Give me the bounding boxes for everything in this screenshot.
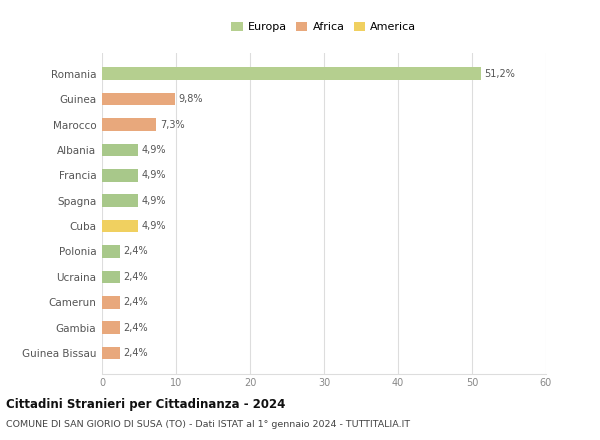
Text: 2,4%: 2,4% — [124, 348, 148, 358]
Bar — [102, 296, 120, 308]
Text: 4,9%: 4,9% — [142, 196, 166, 206]
Bar — [102, 194, 138, 207]
Legend: Europa, Africa, America: Europa, Africa, America — [229, 20, 419, 35]
Text: Cittadini Stranieri per Cittadinanza - 2024: Cittadini Stranieri per Cittadinanza - 2… — [6, 398, 286, 411]
Bar — [102, 118, 156, 131]
Bar — [102, 67, 481, 80]
Text: 2,4%: 2,4% — [124, 272, 148, 282]
Bar — [102, 93, 175, 106]
Text: COMUNE DI SAN GIORIO DI SUSA (TO) - Dati ISTAT al 1° gennaio 2024 - TUTTITALIA.I: COMUNE DI SAN GIORIO DI SUSA (TO) - Dati… — [6, 420, 410, 429]
Text: 2,4%: 2,4% — [124, 323, 148, 333]
Bar — [102, 220, 138, 232]
Text: 9,8%: 9,8% — [178, 94, 203, 104]
Text: 2,4%: 2,4% — [124, 246, 148, 257]
Bar — [102, 143, 138, 156]
Bar — [102, 245, 120, 258]
Text: 51,2%: 51,2% — [485, 69, 515, 79]
Bar — [102, 321, 120, 334]
Text: 4,9%: 4,9% — [142, 221, 166, 231]
Text: 7,3%: 7,3% — [160, 120, 184, 129]
Text: 4,9%: 4,9% — [142, 145, 166, 155]
Bar — [102, 169, 138, 182]
Bar — [102, 271, 120, 283]
Text: 2,4%: 2,4% — [124, 297, 148, 307]
Text: 4,9%: 4,9% — [142, 170, 166, 180]
Bar — [102, 347, 120, 359]
